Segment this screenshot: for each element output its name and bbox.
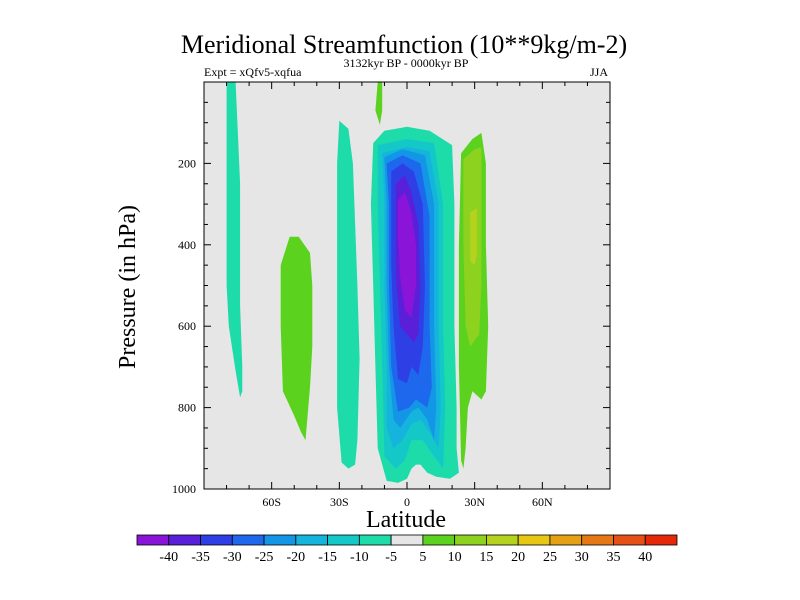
colorbar-label: 30 bbox=[575, 550, 589, 565]
colorbar-label: -20 bbox=[286, 550, 305, 565]
colorbar-swatch bbox=[486, 534, 519, 546]
colorbar-label: 35 bbox=[606, 550, 620, 565]
colorbar: -40 -35 -30 -25 -20 -15 -10 -5 5 10 15 20 25 30 35 40 bbox=[136, 534, 678, 565]
experiment-label: Expt = xQfv5-xqfua bbox=[204, 65, 302, 79]
time-range-label: 3132kyr BP - 0000kyr BP bbox=[344, 56, 469, 70]
y-axis-label: Pressure (in hPa) bbox=[115, 205, 141, 369]
colorbar-label: 25 bbox=[543, 550, 557, 565]
colorbar-label: 10 bbox=[448, 550, 462, 565]
x-tick-label: 60N bbox=[532, 495, 553, 509]
colorbar-swatch bbox=[454, 534, 487, 546]
colorbar-label: 5 bbox=[419, 550, 426, 565]
season-label: JJA bbox=[590, 65, 608, 79]
colorbar-label: -30 bbox=[223, 550, 242, 565]
colorbar-swatch bbox=[422, 534, 456, 546]
tick-layer: 60S 30S 0 30N 60N 200 400 600 800 1000 bbox=[172, 81, 610, 509]
colorbar-swatch bbox=[613, 534, 646, 546]
colorbar-swatch bbox=[644, 534, 678, 546]
colorbar-swatch bbox=[327, 534, 360, 546]
x-axis-label: Latitude bbox=[366, 507, 446, 533]
chart-title: Meridional Streamfunction (10**9kg/m-2) bbox=[181, 30, 627, 59]
colorbar-swatch bbox=[231, 534, 265, 546]
x-tick-label: 30N bbox=[464, 495, 485, 509]
colorbar-label: -40 bbox=[159, 550, 178, 565]
colorbar-swatch bbox=[517, 534, 551, 546]
contour-equatorial-top-sliver bbox=[375, 82, 383, 125]
y-tick-label: 200 bbox=[178, 156, 196, 170]
contour-nh-subtropical-15 bbox=[470, 208, 477, 266]
x-tick-label: 60S bbox=[262, 495, 281, 509]
colorbar-label: -10 bbox=[350, 550, 369, 565]
colorbar-swatch bbox=[549, 534, 583, 546]
contour-tropical-core bbox=[398, 191, 416, 319]
colorbar-label: -5 bbox=[385, 550, 397, 565]
colorbar-swatch bbox=[390, 534, 424, 546]
y-tick-label: 800 bbox=[178, 401, 196, 415]
colorbar-swatch bbox=[358, 534, 392, 546]
colorbar-swatch bbox=[168, 534, 201, 546]
contour-sh-polar-band bbox=[226, 82, 243, 398]
colorbar-swatch bbox=[200, 534, 233, 546]
contour-sh-subtropical-band bbox=[337, 120, 360, 469]
contour-sh-midlat-positive bbox=[280, 236, 313, 441]
x-tick-label: 30S bbox=[330, 495, 349, 509]
y-tick-label: 1000 bbox=[172, 482, 196, 496]
colorbar-swatch bbox=[295, 534, 328, 546]
y-tick-label: 600 bbox=[178, 319, 196, 333]
colorbar-label: 40 bbox=[638, 550, 652, 565]
x-tick-label: 0 bbox=[404, 495, 410, 509]
colorbar-label: 20 bbox=[511, 550, 525, 565]
colorbar-label: -15 bbox=[318, 550, 337, 565]
y-tick-label: 400 bbox=[178, 238, 196, 252]
colorbar-label: -25 bbox=[255, 550, 274, 565]
colorbar-label: -35 bbox=[191, 550, 210, 565]
colorbar-swatch bbox=[136, 534, 170, 546]
contour-layer bbox=[226, 82, 489, 483]
colorbar-swatch bbox=[263, 534, 297, 546]
colorbar-label: 15 bbox=[479, 550, 493, 565]
colorbar-swatch bbox=[581, 534, 614, 546]
